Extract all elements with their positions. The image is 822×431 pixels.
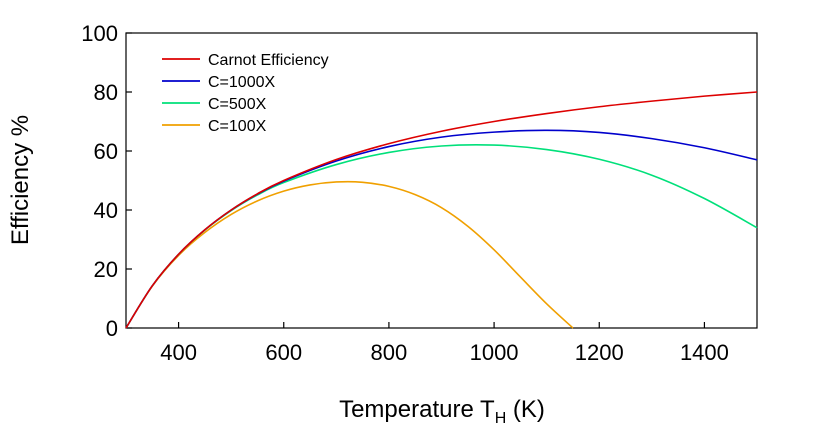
y-tick-label: 60	[94, 139, 118, 164]
y-tick-label: 40	[94, 198, 118, 223]
x-tick-label: 1200	[575, 340, 624, 365]
plot-frame	[125, 32, 758, 329]
x-axis-title-subscript: H	[495, 410, 507, 427]
y-tick-label: 100	[81, 21, 118, 46]
x-tick-label: 800	[371, 340, 408, 365]
x-tick-label: 600	[265, 340, 302, 365]
x-axis-title-unit: (K)	[506, 396, 545, 423]
series-lines	[125, 91, 758, 329]
x-tick-label: 1000	[470, 340, 519, 365]
series-line-0	[125, 91, 758, 329]
series-line-2	[125, 143, 758, 329]
x-axis-title: Temperature TH (K)	[339, 396, 545, 427]
series-line-1	[125, 129, 758, 329]
series-line-3	[125, 180, 574, 329]
legend-label: Carnot Efficiency	[208, 52, 329, 69]
x-axis: 400 600 800 1000 1200 1400	[160, 322, 729, 365]
legend-label: C=1000X	[208, 74, 275, 91]
y-tick-label: 20	[94, 257, 118, 282]
x-tick-label: 400	[160, 340, 197, 365]
legend-label: C=100X	[208, 118, 267, 135]
y-axis: 0 20 40 60 80 100	[81, 21, 132, 341]
legend: Carnot Efficiency C=1000X C=500X C=100X	[162, 52, 329, 135]
x-tick-label: 1400	[680, 340, 729, 365]
y-tick-label: 80	[94, 80, 118, 105]
legend-label: C=500X	[208, 96, 267, 113]
y-tick-label: 0	[106, 316, 118, 341]
y-axis-title: Efficiency %	[7, 115, 34, 245]
